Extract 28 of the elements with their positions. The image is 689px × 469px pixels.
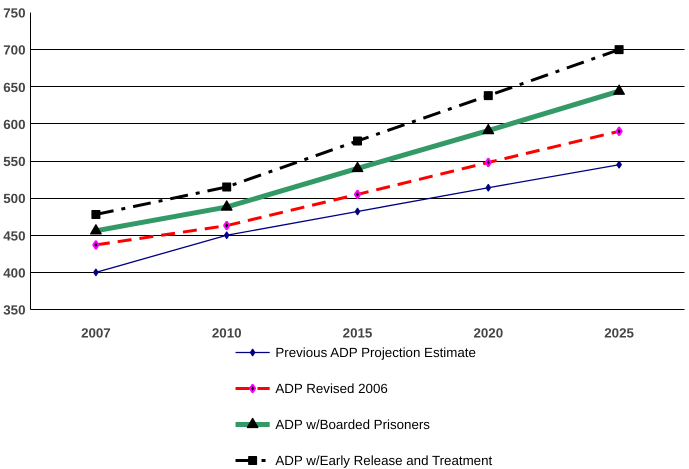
point <box>353 136 362 146</box>
point <box>93 268 99 276</box>
x-tick-label: 2025 <box>604 326 635 340</box>
point <box>354 207 360 216</box>
x-tick-label: 2020 <box>473 326 504 340</box>
legend-label: Previous ADP Projection Estimate <box>275 345 476 360</box>
point <box>616 160 622 169</box>
x-tick-label: 2010 <box>212 326 242 340</box>
y-tick-label: 500 <box>3 191 26 206</box>
legend-label: ADP w/Boarded Prisoners <box>275 417 430 432</box>
y-tick-label: 750 <box>3 6 26 20</box>
y-tick-label: 400 <box>3 265 26 280</box>
y-tick-label: 550 <box>3 154 26 169</box>
point <box>484 91 493 100</box>
point <box>485 184 492 192</box>
y-tick-label: 600 <box>3 116 26 132</box>
legend-label: ADP w/Early Release and Treatment <box>275 453 492 468</box>
point <box>224 231 230 240</box>
y-tick-label: 450 <box>3 228 26 244</box>
y-tick-label: 650 <box>3 80 26 95</box>
point <box>614 45 624 54</box>
y-tick-label: 350 <box>3 302 26 318</box>
x-tick-label: 2015 <box>342 326 373 340</box>
point <box>222 182 232 192</box>
legend-label: ADP Revised 2006 <box>275 381 388 396</box>
point <box>91 210 100 219</box>
x-tick-label: 2007 <box>81 326 111 340</box>
y-tick-label: 700 <box>3 42 26 58</box>
